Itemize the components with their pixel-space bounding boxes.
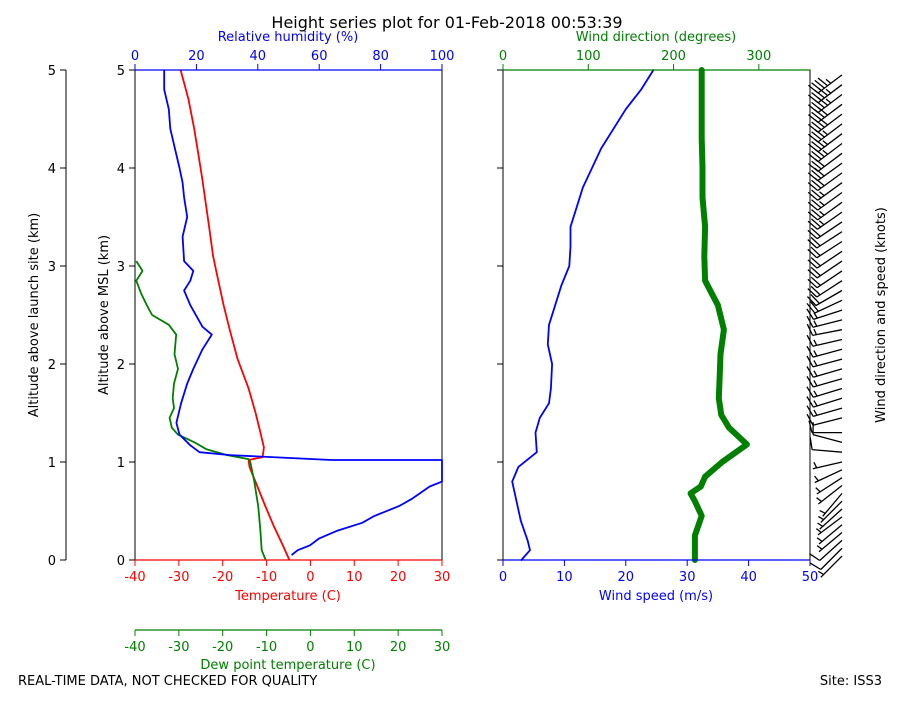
- wind-barbs-group: [807, 75, 842, 577]
- barb-axis-label: Wind direction and speed (knots): [874, 207, 889, 423]
- inner-altitude-tick-label: 4: [117, 162, 125, 177]
- wind-axes-group: 0 10 20 30 40 50 0 100 200 300: [497, 49, 818, 585]
- dewpoint-tick-label: 20: [390, 640, 407, 655]
- wind-barb: [813, 462, 842, 469]
- wind_direction-line: [691, 70, 747, 560]
- inner-altitude-axis-label: Altitude above MSL (km): [97, 235, 112, 395]
- outer-altitude-tick-label: 3: [48, 260, 56, 275]
- humidity-tick-label: 80: [372, 49, 389, 64]
- thermo-panel: 0 0 1 1 2 2 3 3 4 4 5 5 -40 -40 -30 -30 -20 -20 -10 -10 0 0 10…: [27, 30, 454, 673]
- wind-speed-tick-label: 10: [556, 570, 573, 585]
- dewpoint-axis-label: Dew point temperature (C): [200, 658, 375, 673]
- humidity-tick-label: 60: [311, 49, 328, 64]
- wind-barb: [809, 540, 842, 560]
- wind-barb: [807, 335, 842, 346]
- dewpoint-tick-label: 10: [346, 640, 363, 655]
- quality-disclaimer: REAL-TIME DATA, NOT CHECKED FOR QUALITY: [18, 674, 317, 689]
- dewpoint-tick-label: -30: [168, 640, 189, 655]
- wind-speed-tick-label: 50: [802, 570, 819, 585]
- humidity-tick-label: 40: [250, 49, 267, 64]
- dewpoint-tick-label: -10: [256, 640, 277, 655]
- wind-series-group: [512, 70, 747, 560]
- outer-altitude-tick-label: 4: [48, 162, 56, 177]
- wind-barb: [807, 397, 842, 408]
- temperature-tick-label: -40: [124, 570, 145, 585]
- humidity-axis-label: Relative humidity (%): [218, 30, 359, 45]
- thermo-panel-frame: [135, 70, 442, 560]
- temperature-tick-label: -20: [212, 570, 233, 585]
- wind-speed-axis-label: Wind speed (m/s): [599, 589, 713, 604]
- humidity-line: [164, 70, 442, 555]
- wind-speed-tick-label: 0: [499, 570, 507, 585]
- outer-altitude-tick-label: 0: [48, 554, 56, 569]
- temperature-tick-label: 20: [390, 570, 407, 585]
- wind-barb: [807, 367, 842, 378]
- humidity-tick-label: 0: [131, 49, 139, 64]
- wind-barb: [816, 517, 842, 535]
- wind-direction-tick-label: 300: [746, 49, 771, 64]
- wind-barb: [807, 356, 842, 367]
- wind-direction-tick-label: 200: [661, 49, 686, 64]
- wind-barb: [807, 376, 842, 387]
- wind-direction-tick-label: 0: [499, 49, 507, 64]
- temperature-line: [181, 70, 290, 560]
- wind-direction-tick-label: 100: [576, 49, 601, 64]
- wind-barb: [807, 406, 842, 417]
- wind-barb: [808, 75, 842, 93]
- temperature-tick-label: 10: [346, 570, 363, 585]
- outer-altitude-tick-label: 1: [48, 456, 56, 471]
- wind-panel-frame: [503, 70, 810, 560]
- inner-altitude-tick-label: 0: [117, 554, 125, 569]
- dewpoint-tick-label: 0: [306, 640, 314, 655]
- humidity-tick-label: 100: [430, 49, 455, 64]
- temperature-axis-label: Temperature (C): [234, 589, 341, 604]
- outer-altitude-axis-label: Altitude above launch site (km): [27, 213, 42, 417]
- outer-altitude-tick-label: 2: [48, 358, 56, 373]
- temperature-tick-label: -30: [168, 570, 189, 585]
- inner-altitude-tick-label: 5: [117, 64, 125, 79]
- wind-panel: 0 10 20 30 40 50 0 100 200 300 Wind direction (de…: [497, 30, 889, 604]
- temperature-tick-label: -10: [256, 570, 277, 585]
- wind_speed-line: [512, 70, 653, 560]
- dewpoint-tick-label: -40: [124, 640, 145, 655]
- inner-altitude-tick-label: 2: [117, 358, 125, 373]
- outer-altitude-tick-label: 5: [48, 64, 56, 79]
- dewpoint-tick-label: -20: [212, 640, 233, 655]
- wind-barb: [817, 486, 842, 504]
- wind-barb: [810, 437, 842, 452]
- thermo-series-group: [136, 70, 442, 560]
- wind-barb: [810, 548, 842, 569]
- wind-barb: [807, 387, 842, 398]
- inner-altitude-tick-label: 3: [117, 260, 125, 275]
- dewpoint-line: [136, 261, 265, 560]
- wind-speed-tick-label: 30: [679, 570, 696, 585]
- humidity-tick-label: 20: [188, 49, 205, 64]
- wind-speed-tick-label: 20: [618, 570, 635, 585]
- wind-speed-tick-label: 40: [740, 570, 757, 585]
- wind-barb: [807, 346, 842, 357]
- dewpoint-tick-label: 30: [434, 640, 451, 655]
- temperature-tick-label: 30: [434, 570, 451, 585]
- temperature-tick-label: 0: [306, 570, 314, 585]
- wind-direction-axis-label: Wind direction (degrees): [576, 30, 736, 45]
- site-label: Site: ISS3: [820, 674, 882, 689]
- inner-altitude-tick-label: 1: [117, 456, 125, 471]
